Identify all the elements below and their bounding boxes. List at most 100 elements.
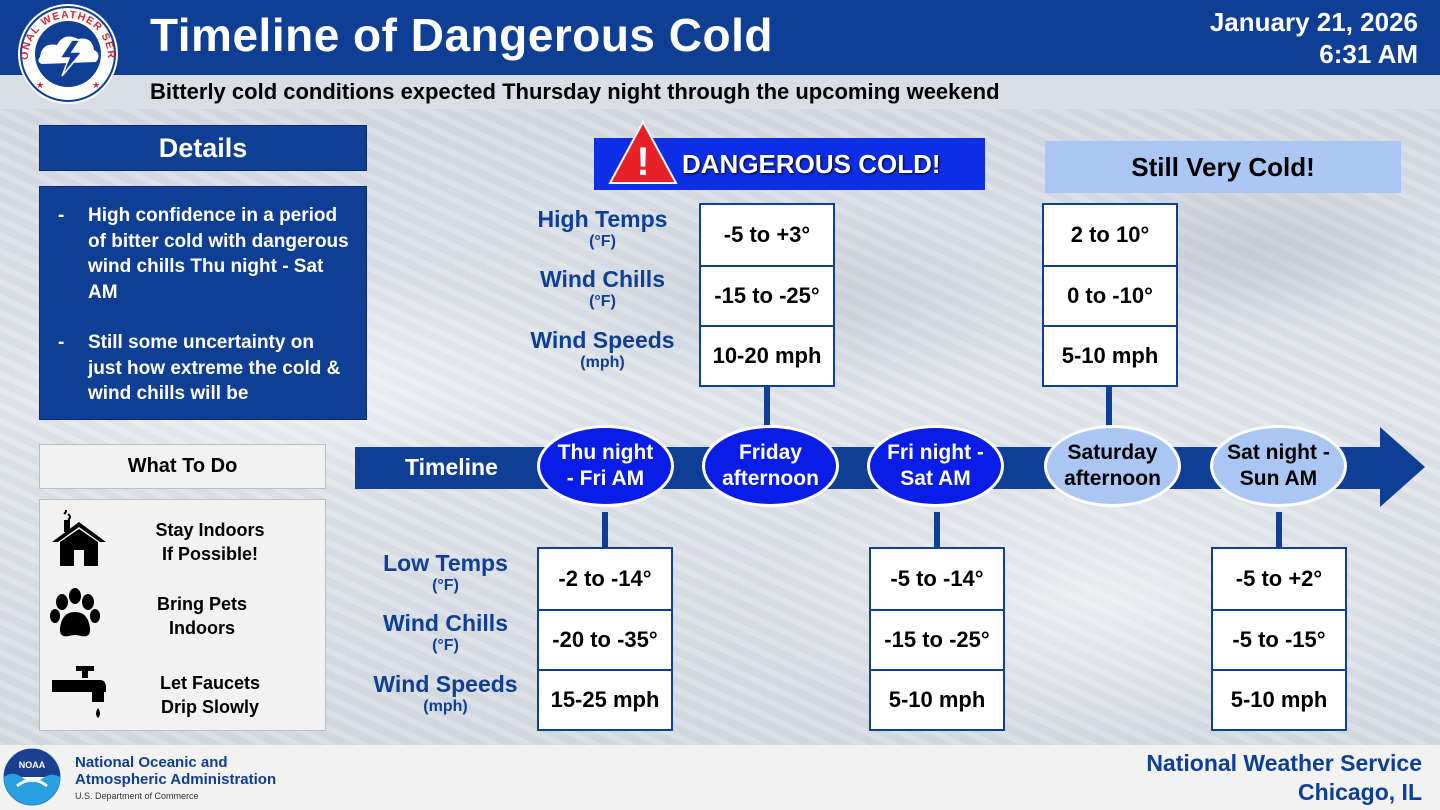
house-icon <box>52 510 106 566</box>
dangerous-cold-banner: ! DANGEROUS COLD! <box>594 120 985 190</box>
timeline-label: Timeline <box>405 454 498 480</box>
row-label-wind-speeds: Wind Speeds (mph) <box>515 327 690 373</box>
row-label-unit: (mph) <box>423 698 468 715</box>
details-bullet: - High confidence in a period of bitter … <box>58 203 352 305</box>
noaa-department: U.S. Department of Commerce <box>75 791 199 801</box>
data-cell-wind-speed: 5-10 mph <box>1044 325 1176 385</box>
period-line: Sat AM <box>900 467 971 490</box>
what-to-do-item: Let Faucets Drip Slowly <box>40 664 327 724</box>
period-line: afternoon <box>722 467 819 490</box>
data-cell-wind-chill: 0 to -10° <box>1044 265 1176 325</box>
bullet-dash: - <box>58 205 65 226</box>
noaa-name-line1: National Oceanic and <box>75 754 228 771</box>
row-label-name: High Temps <box>537 206 668 232</box>
data-cell-temp: -5 to -14° <box>890 566 984 591</box>
row-label-low-temps: Low Temps (°F) <box>358 550 533 596</box>
row-label-unit: (°F) <box>589 293 616 310</box>
issued-time: 6:31 AM <box>1319 39 1418 69</box>
row-label-high-temps: High Temps (°F) <box>515 206 690 252</box>
svg-text:★: ★ <box>92 81 100 91</box>
paw-icon <box>50 588 100 637</box>
noaa-logo: NOAA <box>3 748 61 806</box>
nws-logo: NATIONAL WEATHER SERVICE ★ ★ <box>12 2 118 104</box>
still-very-cold-banner: Still Very Cold! <box>1045 141 1401 193</box>
what-to-do-line: Bring Pets <box>156 594 248 614</box>
what-to-do-line: If Possible! <box>161 544 259 564</box>
what-to-do-text: Bring Pets Indoors <box>102 592 302 640</box>
data-cell-temp: -2 to -14° <box>558 566 652 591</box>
what-to-do-text: Stay Indoors If Possible! <box>110 518 310 566</box>
period-node-thu-night: Thu night - Fri AM <box>537 425 674 507</box>
row-label-wind-chills: Wind Chills (°F) <box>358 610 533 656</box>
noaa-name-line2: Atmospheric Administration <box>75 771 277 788</box>
data-cell-wind-speed: 15-25 mph <box>539 669 671 729</box>
period-node-friday-afternoon: Friday afternoon <box>702 425 839 507</box>
what-to-do-panel: Stay Indoors If Possible! Bring Pets Ind… <box>39 499 326 731</box>
what-to-do-item: Bring Pets Indoors <box>40 586 327 646</box>
what-to-do-line: Drip Slowly <box>160 697 259 717</box>
issued-datetime: January 21, 2026 6:31 AM <box>1210 6 1418 70</box>
footer-bar <box>0 745 1440 810</box>
row-label-unit: (mph) <box>580 354 625 371</box>
period-line: - Fri AM <box>566 467 645 490</box>
data-cell-wind-speed: 5-10 mph <box>1213 669 1345 729</box>
what-to-do-text: Let Faucets Drip Slowly <box>110 671 310 719</box>
row-label-name: Wind Chills <box>382 610 508 636</box>
svg-text:★: ★ <box>36 81 44 91</box>
data-cell-temp: -5 to +2° <box>1235 566 1323 591</box>
data-cell-wind-chill: -5 to -15° <box>1213 609 1345 669</box>
issued-date: January 21, 2026 <box>1209 7 1418 37</box>
header-bar <box>0 0 1440 75</box>
row-label-unit: (°F) <box>589 233 616 250</box>
data-cell-temp: -5 to +3° <box>723 222 811 247</box>
data-cell-wind-chill: -15 to -25° <box>701 265 833 325</box>
bullet-text: Still some uncertainty on just how extre… <box>88 332 341 404</box>
period-line: Saturday <box>1067 441 1158 464</box>
page-title: Timeline of Dangerous Cold <box>150 9 773 61</box>
noaa-logo-text: NOAA <box>19 760 46 770</box>
row-label-wind-chills: Wind Chills (°F) <box>515 266 690 312</box>
period-line: Fri night - <box>887 441 984 464</box>
row-label-name: Wind Speeds <box>373 671 518 697</box>
connector <box>1276 512 1282 550</box>
what-to-do-line: Indoors <box>169 618 235 638</box>
details-bullet: - Still some uncertainty on just how ext… <box>58 330 352 407</box>
faucet-icon <box>52 666 106 718</box>
data-box-saturday-afternoon: 2 to 10° 0 to -10° 5-10 mph <box>1042 203 1178 387</box>
subheader-bar <box>0 75 1440 109</box>
period-node-sat-night: Sat night - Sun AM <box>1210 425 1347 507</box>
what-to-do-line: Stay Indoors <box>155 520 265 540</box>
office-line: National Weather Service <box>1146 750 1422 776</box>
details-heading: Details <box>39 125 367 171</box>
connector <box>602 512 608 550</box>
data-cell-wind-speed: 5-10 mph <box>871 669 1003 729</box>
details-panel: - High confidence in a period of bitter … <box>39 186 367 420</box>
data-box-sat-night: -5 to +2° -5 to -15° 5-10 mph <box>1211 547 1347 731</box>
dangerous-cold-text: DANGEROUS COLD! <box>682 149 941 179</box>
row-label-unit: (°F) <box>432 637 459 654</box>
data-box-friday-afternoon: -5 to +3° -15 to -25° 10-20 mph <box>699 203 835 387</box>
connector <box>764 384 770 426</box>
what-to-do-heading: What To Do <box>39 444 326 489</box>
data-cell-temp: 2 to 10° <box>1070 222 1150 247</box>
period-line: Sun AM <box>1239 467 1318 490</box>
office-name: National Weather Service Chicago, IL <box>1146 749 1422 807</box>
what-to-do-line: Let Faucets <box>159 673 261 693</box>
period-line: Thu night <box>557 441 654 464</box>
warning-mark: ! <box>636 140 649 184</box>
office-line: Chicago, IL <box>1298 779 1422 805</box>
page-subtitle: Bitterly cold conditions expected Thursd… <box>150 79 1000 104</box>
bullet-dash: - <box>58 332 65 353</box>
period-node-saturday-afternoon: Saturday afternoon <box>1044 425 1181 507</box>
data-box-fri-night: -5 to -14° -15 to -25° 5-10 mph <box>869 547 1005 731</box>
period-line: Sat night - <box>1227 441 1330 464</box>
connector <box>934 512 940 550</box>
data-cell-wind-chill: -15 to -25° <box>871 609 1003 669</box>
data-cell-wind-speed: 10-20 mph <box>701 325 833 385</box>
period-line: Friday <box>738 441 802 464</box>
what-to-do-item: Stay Indoors If Possible! <box>40 508 327 568</box>
row-label-name: Low Temps <box>383 550 508 576</box>
period-node-fri-night: Fri night - Sat AM <box>867 425 1004 507</box>
data-cell-wind-chill: -20 to -35° <box>539 609 671 669</box>
warning-icon: ! <box>608 120 678 184</box>
